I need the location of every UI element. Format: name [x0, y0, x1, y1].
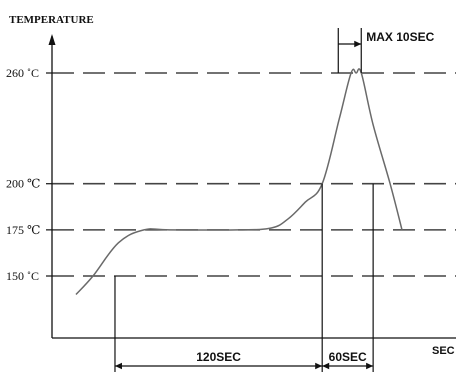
label-60sec: 60SEC — [329, 350, 367, 364]
reference-lines — [46, 72, 456, 277]
temperature-profile-line — [75, 68, 403, 296]
dimension-120sec-arrow-left — [114, 362, 122, 370]
x-axis-label: SEC — [432, 345, 455, 357]
y-tick-labels: 260 ˚C 200 ℃ 175 ℃ 150 ˚C — [6, 66, 40, 283]
interval-markers: 120SEC 60SEC MAX 10SEC — [114, 28, 435, 372]
label-120sec: 120SEC — [196, 350, 241, 364]
y-tick-label-260: 260 ˚C — [6, 66, 39, 80]
dimension-60sec-arrow-right — [366, 362, 374, 370]
max-arrow-right — [354, 40, 362, 48]
y-tick-label-150: 150 ˚C — [6, 269, 39, 283]
y-axis-arrow — [48, 34, 56, 45]
dimension-60sec-arrow-left — [322, 362, 330, 370]
dimension-120sec-arrow-right — [315, 362, 323, 370]
axes — [48, 34, 456, 339]
y-axis-label: TEMPERATURE — [9, 14, 94, 26]
label-max-10sec: MAX 10SEC — [366, 30, 434, 44]
y-tick-label-200: 200 ℃ — [6, 177, 40, 191]
y-tick-label-175: 175 ℃ — [6, 223, 40, 237]
series-layer — [75, 68, 403, 296]
